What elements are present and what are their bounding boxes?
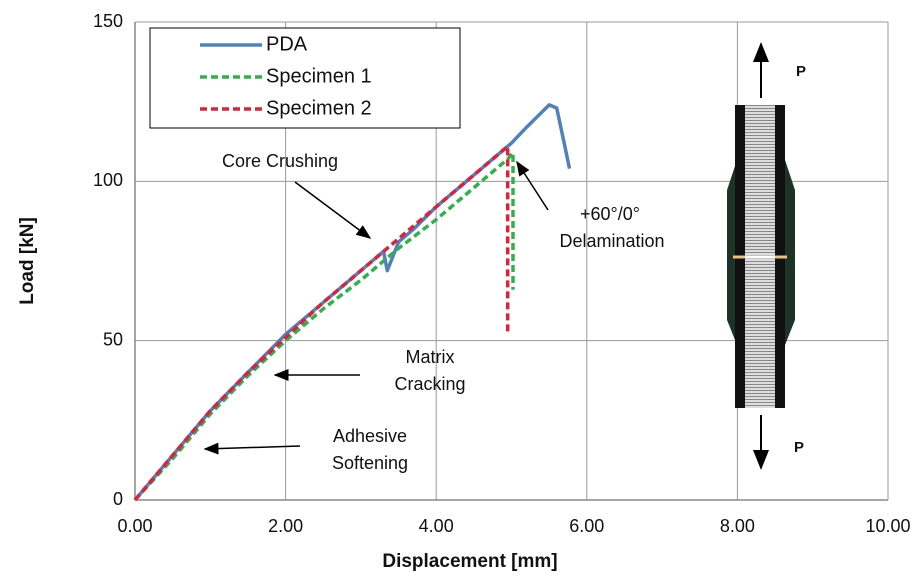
- series-line: [133, 144, 510, 502]
- x-tick-label: 10.00: [865, 516, 910, 536]
- arrow: [516, 160, 549, 211]
- annotation: Softening: [332, 453, 408, 473]
- arrow: [294, 181, 372, 239]
- x-tick-label: 8.00: [720, 516, 755, 536]
- y-axis-title: Load [kN]: [17, 217, 38, 305]
- load-label: P: [796, 63, 806, 80]
- y-tick-label: 0: [113, 489, 123, 509]
- y-tick-label: 150: [93, 11, 123, 31]
- specimen-diagram: [727, 42, 795, 470]
- x-tick-label: 2.00: [268, 516, 303, 536]
- x-tick-label: 6.00: [569, 516, 604, 536]
- series-line: [133, 150, 515, 502]
- annotation: Delamination: [559, 231, 664, 251]
- x-axis-title: Displacement [mm]: [382, 551, 557, 572]
- x-tick-label: 4.00: [419, 516, 454, 536]
- legend-label: PDA: [266, 33, 308, 55]
- legend-label: Specimen 2: [266, 97, 372, 119]
- arrow: [203, 442, 301, 455]
- annotation: Cracking: [394, 374, 465, 394]
- annotation: Adhesive: [333, 426, 407, 446]
- annotation: +60°/0°: [580, 204, 640, 224]
- annotation: Core Crushing: [222, 151, 338, 171]
- x-tick-label: 0.00: [117, 516, 152, 536]
- load-label: P: [794, 439, 804, 456]
- y-tick-label: 100: [93, 170, 123, 190]
- legend-label: Specimen 1: [266, 65, 372, 87]
- annotation: Matrix: [406, 347, 455, 367]
- y-tick-label: 50: [103, 329, 123, 349]
